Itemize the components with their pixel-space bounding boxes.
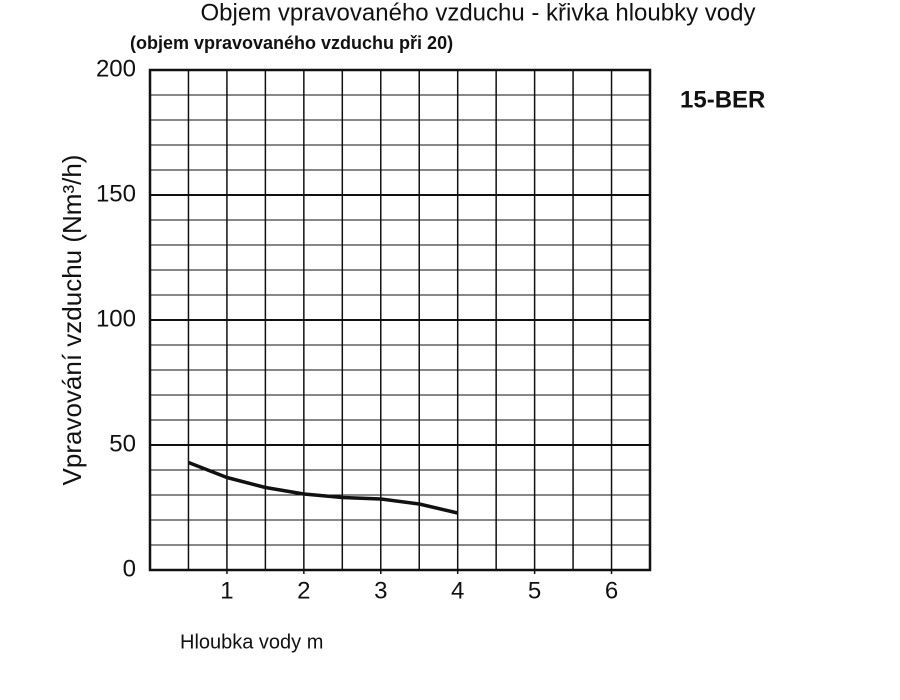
x-axis-label: Hloubka vody m — [180, 631, 323, 653]
y-tick-label: 200 — [96, 55, 136, 82]
x-tick-label: 4 — [451, 577, 464, 604]
x-tick-label: 6 — [605, 577, 618, 604]
annotation: 15-BER — [680, 86, 765, 113]
chart-title: Objem vpravovaného vzduchu - křivka hlou… — [201, 0, 756, 26]
data-line — [187, 460, 459, 515]
y-axis-label: Vpravování vzduchu (Nm³/h) — [57, 155, 87, 486]
chart-subtitle: (objem vpravovaného vzduchu při 20) — [130, 33, 453, 53]
y-tick-label: 150 — [96, 180, 136, 207]
x-tick-label: 3 — [374, 577, 387, 604]
y-tick-label: 0 — [123, 555, 136, 582]
x-tick-label: 1 — [220, 577, 233, 604]
plot-frame — [148, 68, 652, 572]
x-tick-label: 2 — [297, 577, 310, 604]
y-tick-label: 100 — [96, 305, 136, 332]
y-tick-label: 50 — [109, 430, 136, 457]
x-tick-label: 5 — [528, 577, 541, 604]
